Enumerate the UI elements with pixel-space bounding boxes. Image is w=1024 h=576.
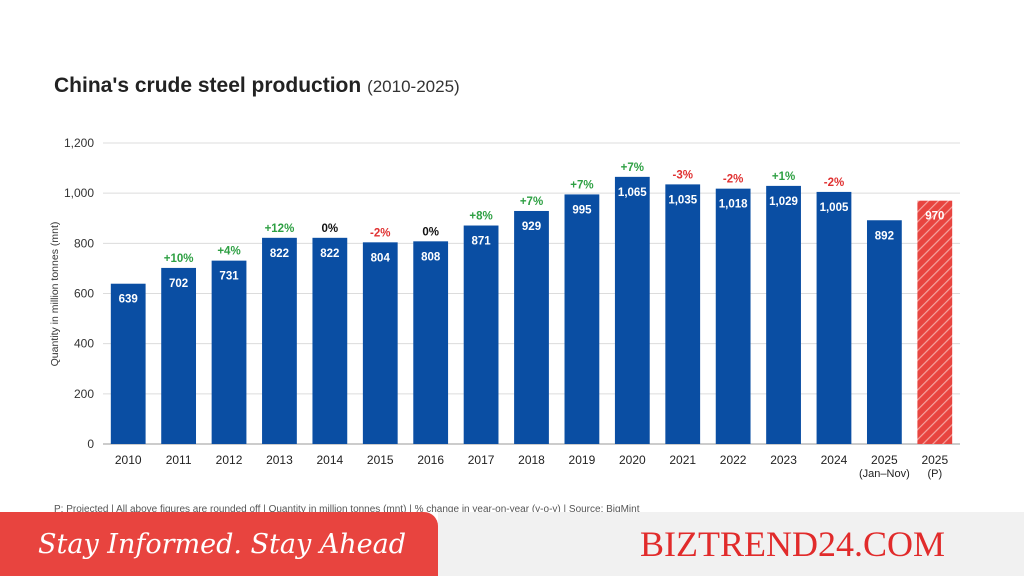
tagline-banner: Stay Informed. Stay Ahead xyxy=(0,512,438,576)
x-tick-label: 2021 xyxy=(669,453,696,467)
yoy-change-label: +1% xyxy=(772,171,795,183)
x-axis-ticks: 2010 2011 2012 2013 2014 2015 2016 2017 2018 2019… xyxy=(115,453,949,480)
chart-footnote: P: Projected | All above figures are rou… xyxy=(54,504,640,515)
yoy-change-label: -2% xyxy=(824,177,844,189)
bar-value-label: 702 xyxy=(169,278,188,290)
bar-value-label: 804 xyxy=(371,252,391,264)
bar-chart: 0 200 400 600 800 1,000 1,200 639 702 731 822 822 8… xyxy=(49,136,960,480)
x-tick-label: 2011 xyxy=(166,453,192,467)
x-tick-label: 2025 xyxy=(871,453,898,467)
yoy-change-label: 0% xyxy=(422,226,439,238)
bar-value-label: 871 xyxy=(471,236,491,248)
tagline-text: Stay Informed. Stay Ahead xyxy=(38,528,407,560)
yoy-change-label: 0% xyxy=(322,223,339,235)
y-tick-label: 0 xyxy=(87,437,94,451)
x-tick-label: 2018 xyxy=(518,453,545,467)
bar-value-label: 808 xyxy=(421,251,441,263)
x-tick-label: 2013 xyxy=(266,453,293,467)
bar-value-label: 1,035 xyxy=(668,194,697,206)
bar-value-label: 1,065 xyxy=(618,187,647,199)
chart-title-main: China's crude steel production xyxy=(54,74,362,97)
bar-value-label: 1,005 xyxy=(820,202,849,214)
y-axis-label: Quantity in million tonnes (mnt) xyxy=(49,222,61,367)
y-tick-label: 1,200 xyxy=(64,136,94,150)
x-tick-label: 2015 xyxy=(367,453,394,467)
x-tick-label: 2025 xyxy=(921,453,948,467)
bar xyxy=(665,184,701,444)
x-tick-label: 2012 xyxy=(216,453,243,467)
y-tick-label: 600 xyxy=(74,287,94,301)
yoy-change-label: +8% xyxy=(469,211,492,223)
bar-value-label: 929 xyxy=(522,221,541,233)
bar-value-label: 1,029 xyxy=(769,196,798,208)
yoy-change-label: +10% xyxy=(164,253,194,265)
bar-value-label: 970 xyxy=(925,211,944,223)
x-tick-label: 2022 xyxy=(720,453,747,467)
bar xyxy=(161,267,197,444)
bar-value-label: 639 xyxy=(119,294,138,306)
bar xyxy=(413,241,449,444)
bar xyxy=(564,194,600,444)
yoy-change-label: +7% xyxy=(621,162,644,174)
bar xyxy=(514,210,549,444)
bar xyxy=(614,176,650,445)
y-axis-ticks: 0 200 400 600 800 1,000 1,200 xyxy=(64,136,94,451)
bar-value-label: 731 xyxy=(219,271,239,283)
bar-value-label: 1,018 xyxy=(719,199,748,211)
y-tick-label: 400 xyxy=(74,337,94,351)
x-tick-label: 2016 xyxy=(417,453,444,467)
yoy-labels: +10% +4% +12% 0% -2% 0% +8% +7% +7% +7% -3% -2% +1% -… xyxy=(164,162,844,265)
x-tick-label: 2017 xyxy=(468,453,495,467)
bar-value-label: 892 xyxy=(875,230,894,242)
x-tick-label: 2010 xyxy=(115,453,142,467)
yoy-change-label: +7% xyxy=(570,179,593,191)
bar-value-label: 995 xyxy=(572,204,592,216)
yoy-change-label: -3% xyxy=(673,169,693,181)
bar xyxy=(816,191,852,444)
bar xyxy=(262,237,297,444)
yoy-change-label: -2% xyxy=(370,227,390,239)
bar xyxy=(766,185,801,444)
x-tick-label: 2023 xyxy=(770,453,797,467)
y-tick-label: 1,000 xyxy=(64,186,94,200)
yoy-change-label: +4% xyxy=(217,246,240,258)
brand-banner: BIZTREND24.COM xyxy=(438,512,1024,576)
yoy-change-label: +7% xyxy=(520,196,543,208)
brand-logo-text: BIZTREND24.COM xyxy=(640,524,945,564)
bars xyxy=(110,176,953,445)
bar-projected xyxy=(917,200,953,444)
bar xyxy=(110,283,146,444)
bar xyxy=(866,220,902,444)
bar xyxy=(312,237,348,444)
bar-value-label: 822 xyxy=(270,248,289,260)
yoy-change-label: -2% xyxy=(723,174,743,186)
y-tick-label: 800 xyxy=(74,236,94,250)
bar xyxy=(715,188,751,444)
chart-title: China's crude steel production (2010-202… xyxy=(54,74,460,98)
bar xyxy=(463,225,499,444)
x-tick-label: 2020 xyxy=(619,453,646,467)
x-tick-label: (P) xyxy=(927,468,942,480)
x-tick-label: 2014 xyxy=(317,453,344,467)
value-labels: 639 702 731 822 822 804 808 871 929 995 1,065 1,035… xyxy=(119,187,945,306)
yoy-change-label: +12% xyxy=(265,223,295,235)
chart-title-subtitle: (2010-2025) xyxy=(367,77,460,96)
bar xyxy=(362,242,398,444)
x-tick-label: 2024 xyxy=(821,453,848,467)
y-tick-label: 200 xyxy=(74,387,94,401)
x-tick-label: (Jan–Nov) xyxy=(859,468,910,480)
bar-value-label: 822 xyxy=(320,248,339,260)
x-tick-label: 2019 xyxy=(569,453,596,467)
bar xyxy=(211,260,247,444)
